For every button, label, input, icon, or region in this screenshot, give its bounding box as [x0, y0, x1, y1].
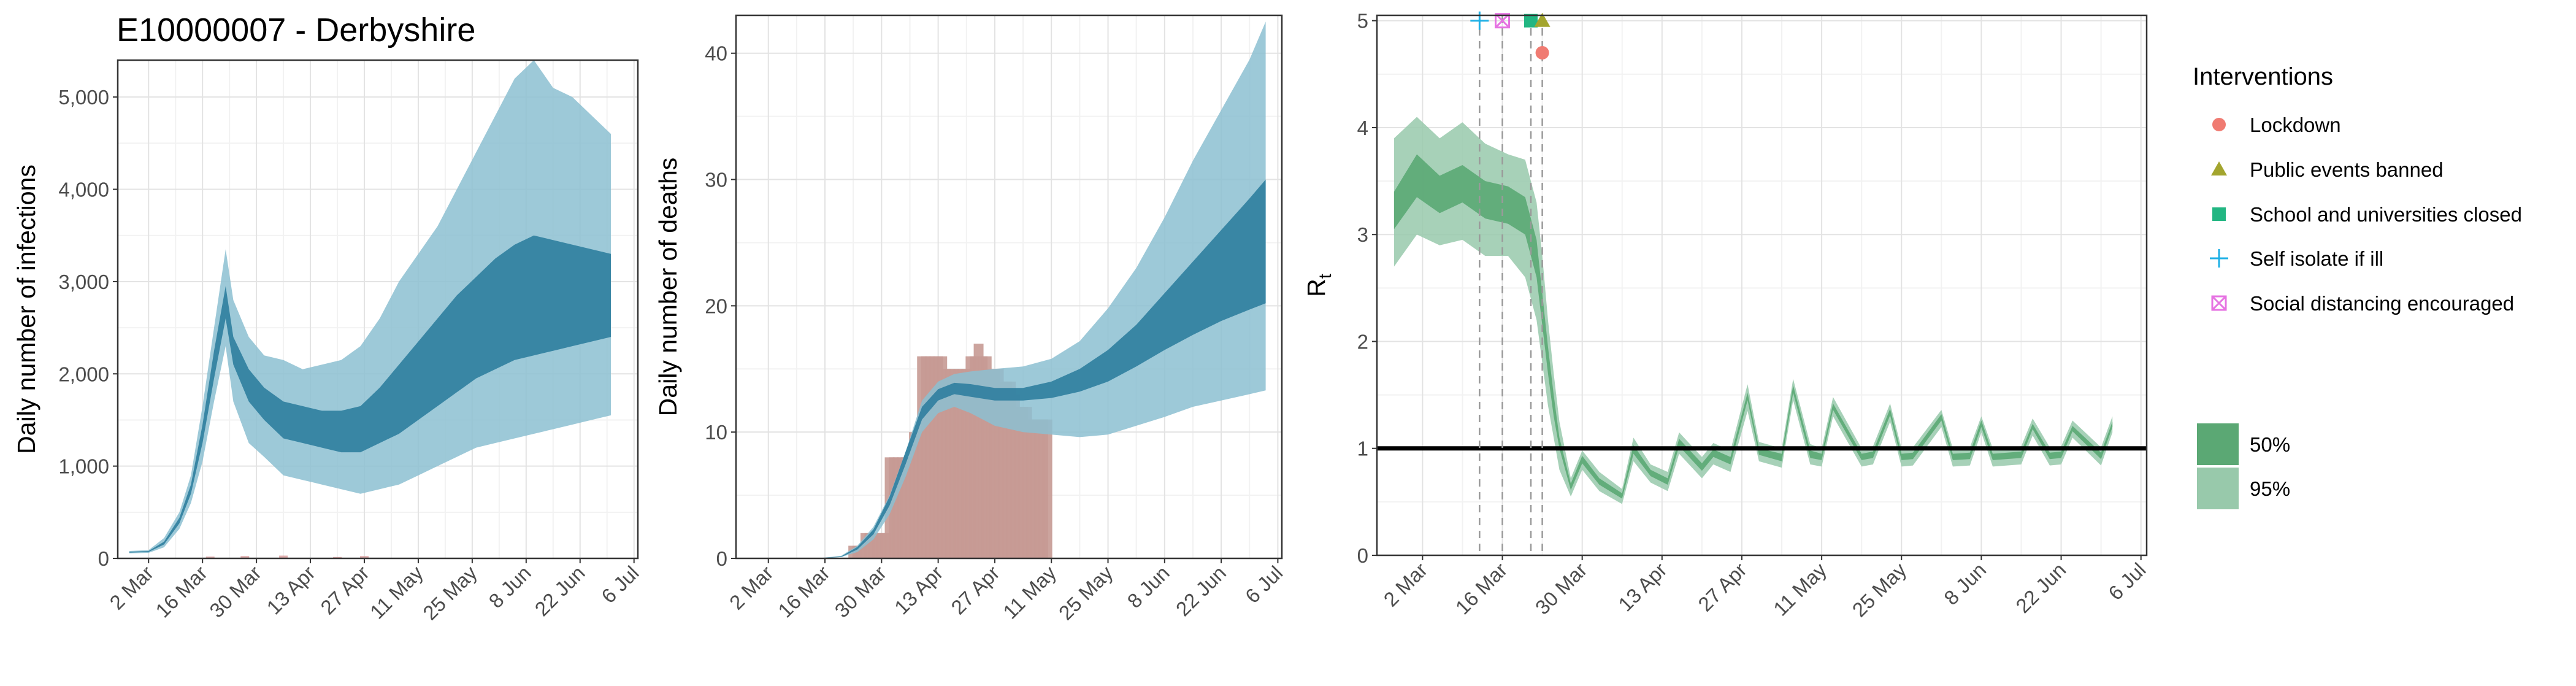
x-tick-label: 11 May — [366, 561, 427, 623]
y-tick-label: 0 — [98, 547, 109, 570]
x-tick-label: 25 May — [418, 561, 481, 624]
x-tick-label: 27 Apr — [946, 561, 1004, 619]
x-tick-label: 30 Mar — [1531, 558, 1592, 619]
legend-label-ci-95: 95% — [2250, 477, 2290, 500]
bar — [279, 555, 288, 558]
y-axis-label-subscript: t — [1316, 274, 1335, 279]
plot-border — [117, 59, 639, 560]
plot-border — [735, 14, 1283, 560]
y-tick-label: 40 — [705, 42, 727, 65]
x-tick-label: 27 Apr — [1693, 558, 1751, 616]
y-axis-label: Daily number of deaths — [654, 158, 682, 417]
y-tick-label: 5,000 — [58, 86, 109, 109]
x-tick-label: 8 Jun — [1939, 558, 1990, 609]
x-tick-label: 16 Mar — [773, 561, 834, 622]
legend: Interventions Lockdown Public events ban… — [2193, 63, 2522, 509]
y-tick-label: 10 — [705, 421, 727, 444]
x-tick-label: 13 Apr — [890, 561, 948, 619]
legend-label-social-distancing: Social distancing encouraged — [2250, 292, 2514, 315]
lockdown-marker — [1535, 45, 1549, 60]
legend-label-self-isolate: Self isolate if ill — [2250, 247, 2383, 270]
x-tick-label: 2 Mar — [105, 561, 158, 614]
plot-background — [1377, 15, 2147, 555]
x-tick-label: 16 Mar — [151, 561, 212, 622]
y-tick-label: 1 — [1357, 437, 1368, 460]
social-distancing-marker — [1495, 13, 1510, 28]
y-tick-label: 4,000 — [58, 179, 109, 201]
y-tick-label: 3 — [1357, 223, 1368, 246]
x-tick-label: 25 May — [1054, 561, 1117, 624]
chart-title: E10000007 - Derbyshire — [117, 12, 475, 48]
y-tick-label: 30 — [705, 169, 727, 191]
x-tick-label: 6 Jul — [1241, 561, 1287, 607]
social-distancing-marker — [1495, 13, 1511, 29]
y-tick-label: 0 — [716, 547, 727, 570]
triangle-icon — [2211, 161, 2227, 175]
ci-95-swatch — [2197, 468, 2239, 509]
x-tick-label: 22 Jun — [2011, 558, 2070, 617]
public-events-marker — [1534, 12, 1551, 27]
y-tick-label: 20 — [705, 295, 727, 317]
circle-icon — [2212, 118, 2226, 131]
y-tick-label: 3,000 — [58, 271, 109, 293]
y-tick-label: 2 — [1357, 330, 1368, 353]
x-tick-label: 8 Jun — [1123, 561, 1174, 612]
bar — [1042, 419, 1052, 558]
y-axis-label: Rt — [1302, 274, 1335, 297]
x-tick-label: 22 Jun — [1171, 561, 1230, 620]
x-tick-label: 2 Mar — [1379, 558, 1432, 611]
legend-title: Interventions — [2193, 63, 2333, 90]
x-tick-label: 2 Mar — [725, 561, 778, 614]
x-tick-label: 27 Apr — [316, 561, 374, 619]
x-tick-label: 22 Jun — [530, 561, 589, 620]
boxed-x-icon — [2211, 295, 2227, 311]
y-tick-label: 2,000 — [58, 363, 109, 385]
y-tick-label: 4 — [1357, 117, 1368, 139]
ribbon-95 — [129, 60, 611, 553]
x-tick-label: 30 Mar — [205, 561, 266, 622]
legend-label-ci-50: 50% — [2250, 433, 2290, 456]
x-tick-label: 16 Mar — [1451, 558, 1512, 619]
rt-panel: 0 1 2 3 4 5 2 Mar 16 Mar 30 Mar 13 Apr 27 Apr 11 Ma… — [1302, 10, 2150, 622]
schools-marker — [1524, 13, 1538, 28]
ribbon-50 — [129, 235, 611, 553]
boxed-x-icon — [2211, 295, 2227, 311]
ci-50-swatch — [2197, 423, 2239, 465]
y-tick-label: 5 — [1357, 10, 1368, 33]
x-tick-label: 13 Apr — [1614, 558, 1671, 616]
x-tick-label: 6 Jul — [597, 561, 643, 607]
ribbon-50 — [1393, 154, 2113, 499]
x-tick-label: 6 Jul — [2104, 558, 2150, 604]
x-tick-label: 13 Apr — [262, 561, 320, 619]
x-tick-label: 30 Mar — [830, 561, 891, 622]
legend-label-schools: School and universities closed — [2250, 203, 2522, 226]
bar — [240, 556, 250, 558]
square-icon — [2212, 207, 2226, 221]
x-tick-label: 8 Jun — [485, 561, 535, 612]
x-tick-label: 11 May — [999, 561, 1060, 623]
plot-border — [1376, 14, 2148, 557]
x-tick-label: 11 May — [1769, 558, 1831, 620]
y-tick-label: 0 — [1357, 544, 1368, 567]
x-tick-label: 25 May — [1848, 558, 1911, 621]
y-axis-label: Daily number of infections — [12, 164, 40, 454]
bar — [205, 556, 215, 558]
legend-label-public-events: Public events banned — [2250, 158, 2444, 181]
bar — [360, 556, 369, 558]
y-tick-label: 1,000 — [58, 455, 109, 478]
legend-label-lockdown: Lockdown — [2250, 114, 2341, 136]
